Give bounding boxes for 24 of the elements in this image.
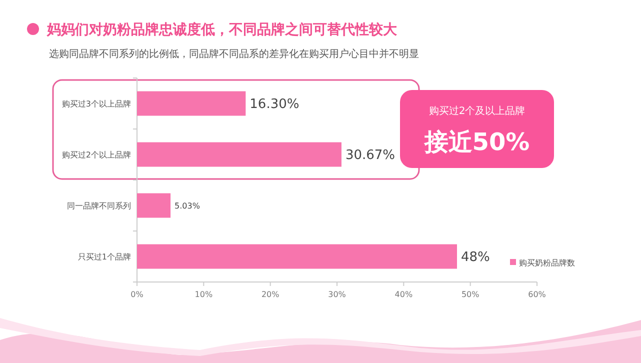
x-tick-label: 20% — [261, 290, 280, 299]
data-label: 30.67% — [345, 148, 396, 164]
y-tick-label: 同一品牌不同系列 — [67, 201, 131, 210]
x-tick-label: 0% — [130, 290, 144, 299]
x-tick-label: 30% — [328, 290, 346, 299]
x-tick-label: 60% — [528, 290, 546, 299]
bar — [137, 91, 246, 116]
x-tick-label: 10% — [194, 290, 213, 299]
bar — [137, 142, 342, 167]
bar — [137, 193, 171, 218]
data-label: 5.03% — [174, 201, 200, 210]
chart-title: 妈妈们对奶粉品牌忠诚度低，不同品牌之间可替代性较大 — [46, 21, 398, 38]
y-tick-label: 购买过2个以上品牌 — [62, 150, 131, 160]
annotation: 接近50% — [423, 128, 530, 156]
y-tick-label: 购买过3个以上品牌 — [62, 99, 131, 108]
legend-label: 购买奶粉品牌数 — [519, 258, 575, 268]
data-label: 48% — [461, 250, 490, 266]
annotation: 购买过2个及以上品牌 — [428, 105, 526, 117]
y-tick-label: 只买过1个品牌 — [78, 252, 131, 262]
x-tick-label: 40% — [394, 290, 413, 299]
data-label: 16.30% — [250, 97, 300, 112]
chart-subtitle: 选购同品牌不同系列的比例低，同品牌不同品系的差异化在购买用户心目中并不明显 — [49, 48, 419, 60]
x-tick-label: 50% — [461, 290, 480, 299]
bar — [137, 244, 457, 269]
